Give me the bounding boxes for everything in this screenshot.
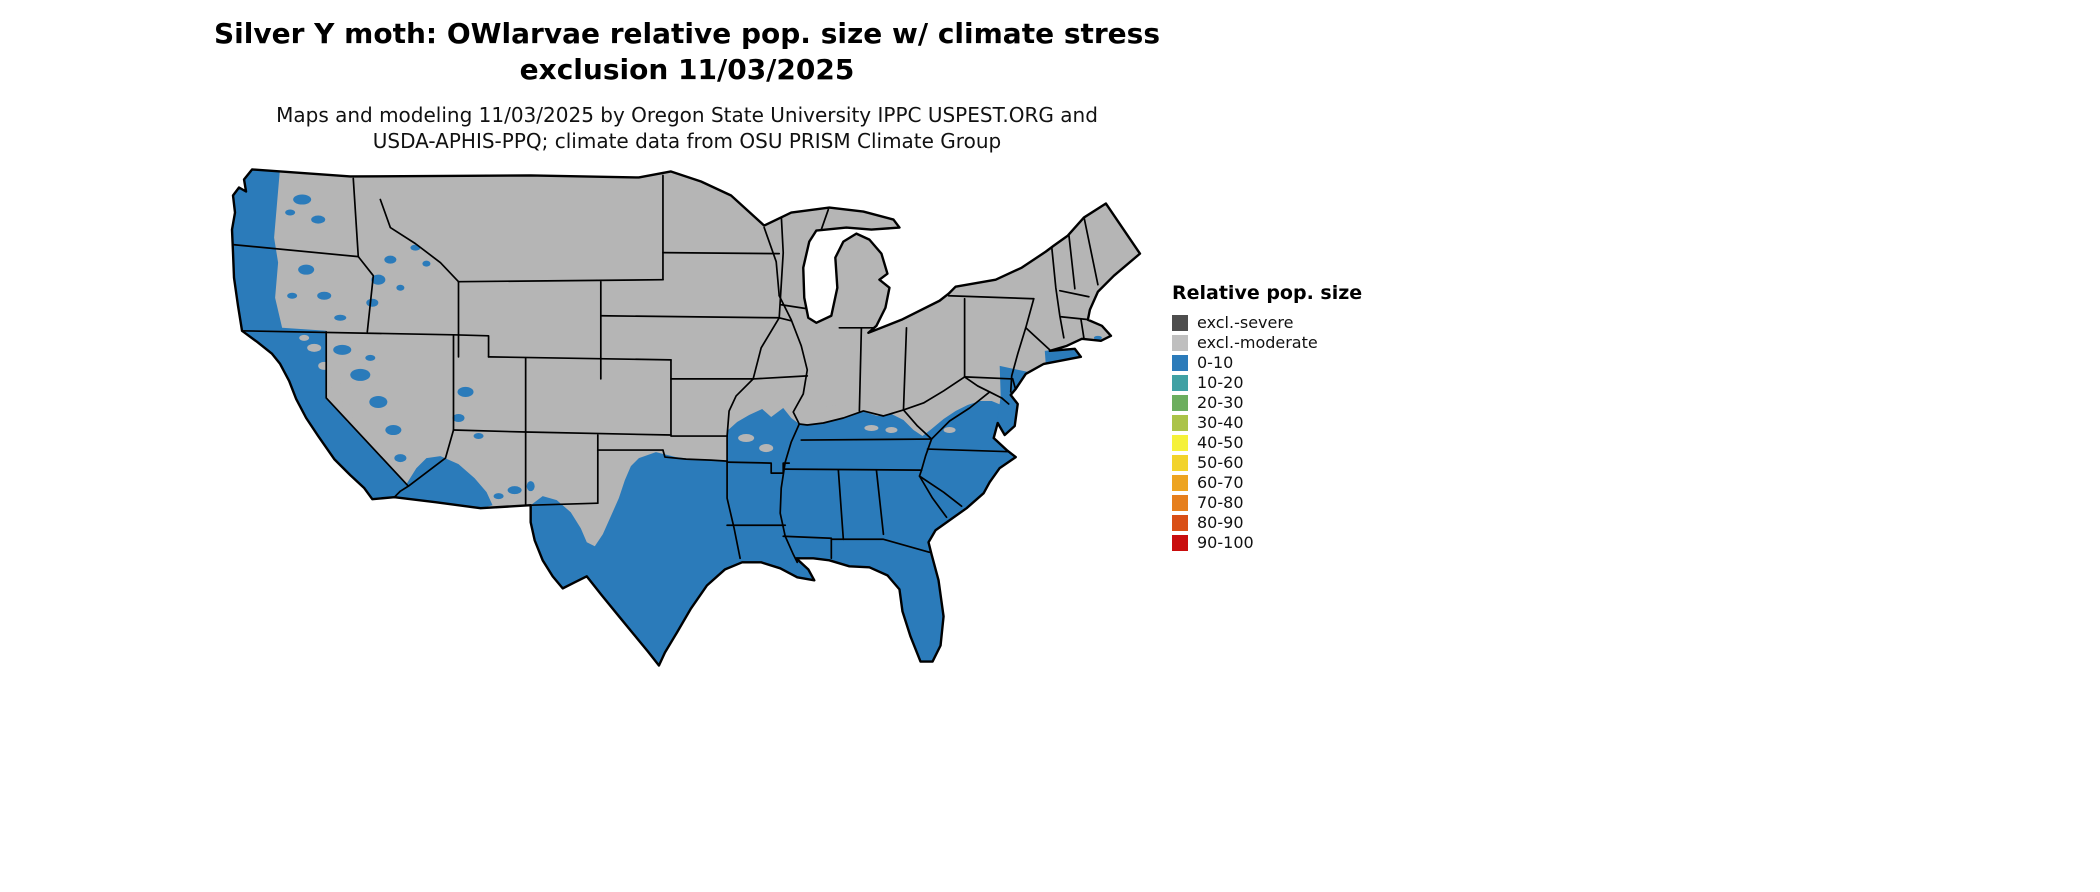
legend-swatch — [1172, 434, 1188, 451]
legend-label: 70-80 — [1197, 493, 1244, 512]
legend-item: excl.-moderate — [1172, 333, 1372, 352]
legend-label: 40-50 — [1197, 433, 1244, 452]
us-coastline-outline — [230, 168, 1142, 667]
legend-swatch — [1172, 534, 1188, 551]
legend-item: 60-70 — [1172, 473, 1372, 492]
legend-swatch — [1172, 494, 1188, 511]
legend-item: 80-90 — [1172, 513, 1372, 532]
legend-label: excl.-severe — [1197, 313, 1294, 332]
legend-item: 50-60 — [1172, 453, 1372, 472]
legend-label: 0-10 — [1197, 353, 1234, 372]
us-map — [230, 166, 1142, 670]
map-title-line2: exclusion 11/03/2025 — [519, 53, 855, 86]
legend-title: Relative pop. size — [1172, 282, 1363, 304]
map-subtitle-line2: USDA-APHIS-PPQ; climate data from OSU PR… — [372, 129, 1002, 153]
legend-swatch — [1172, 514, 1188, 531]
legend-swatch — [1172, 454, 1188, 471]
map-subtitle: Maps and modeling 11/03/2025 by Oregon S… — [0, 102, 1374, 154]
legend-label: 90-100 — [1197, 533, 1254, 552]
legend-label: 50-60 — [1197, 453, 1244, 472]
population-patches — [285, 194, 1102, 500]
legend-item: 40-50 — [1172, 433, 1372, 452]
legend-item: 70-80 — [1172, 493, 1372, 512]
legend-item: 30-40 — [1172, 413, 1372, 432]
legend-items: excl.-severe excl.-moderate 0-10 10-20 20-30… — [1172, 313, 1372, 552]
legend-label: excl.-moderate — [1197, 333, 1318, 352]
legend-item: 90-100 — [1172, 533, 1372, 552]
legend-item: 20-30 — [1172, 393, 1372, 412]
legend-item: excl.-severe — [1172, 313, 1372, 332]
legend-swatch — [1172, 394, 1188, 411]
legend-swatch — [1172, 354, 1188, 371]
state-borders — [232, 174, 1099, 564]
legend-swatch — [1172, 474, 1188, 491]
us-map-svg — [230, 168, 1142, 667]
figure-header: Silver Y moth: OWlarvae relative pop. si… — [0, 16, 1374, 154]
legend-item: 10-20 — [1172, 373, 1372, 392]
map-subtitle-line1: Maps and modeling 11/03/2025 by Oregon S… — [276, 103, 1098, 127]
legend-swatch — [1172, 374, 1188, 391]
legend-label: 30-40 — [1197, 413, 1244, 432]
legend-swatch — [1172, 414, 1188, 431]
map-title-line1: Silver Y moth: OWlarvae relative pop. si… — [213, 17, 1160, 50]
legend-label: 10-20 — [1197, 373, 1244, 392]
legend-label: 20-30 — [1197, 393, 1244, 412]
legend: Relative pop. size excl.-severe excl.-mod… — [1172, 282, 1372, 553]
legend-label: 80-90 — [1197, 513, 1244, 532]
legend-item: 0-10 — [1172, 353, 1372, 372]
legend-label: 60-70 — [1197, 473, 1244, 492]
legend-swatch — [1172, 314, 1188, 331]
legend-swatch — [1172, 334, 1188, 351]
excluded-patches — [299, 334, 956, 453]
